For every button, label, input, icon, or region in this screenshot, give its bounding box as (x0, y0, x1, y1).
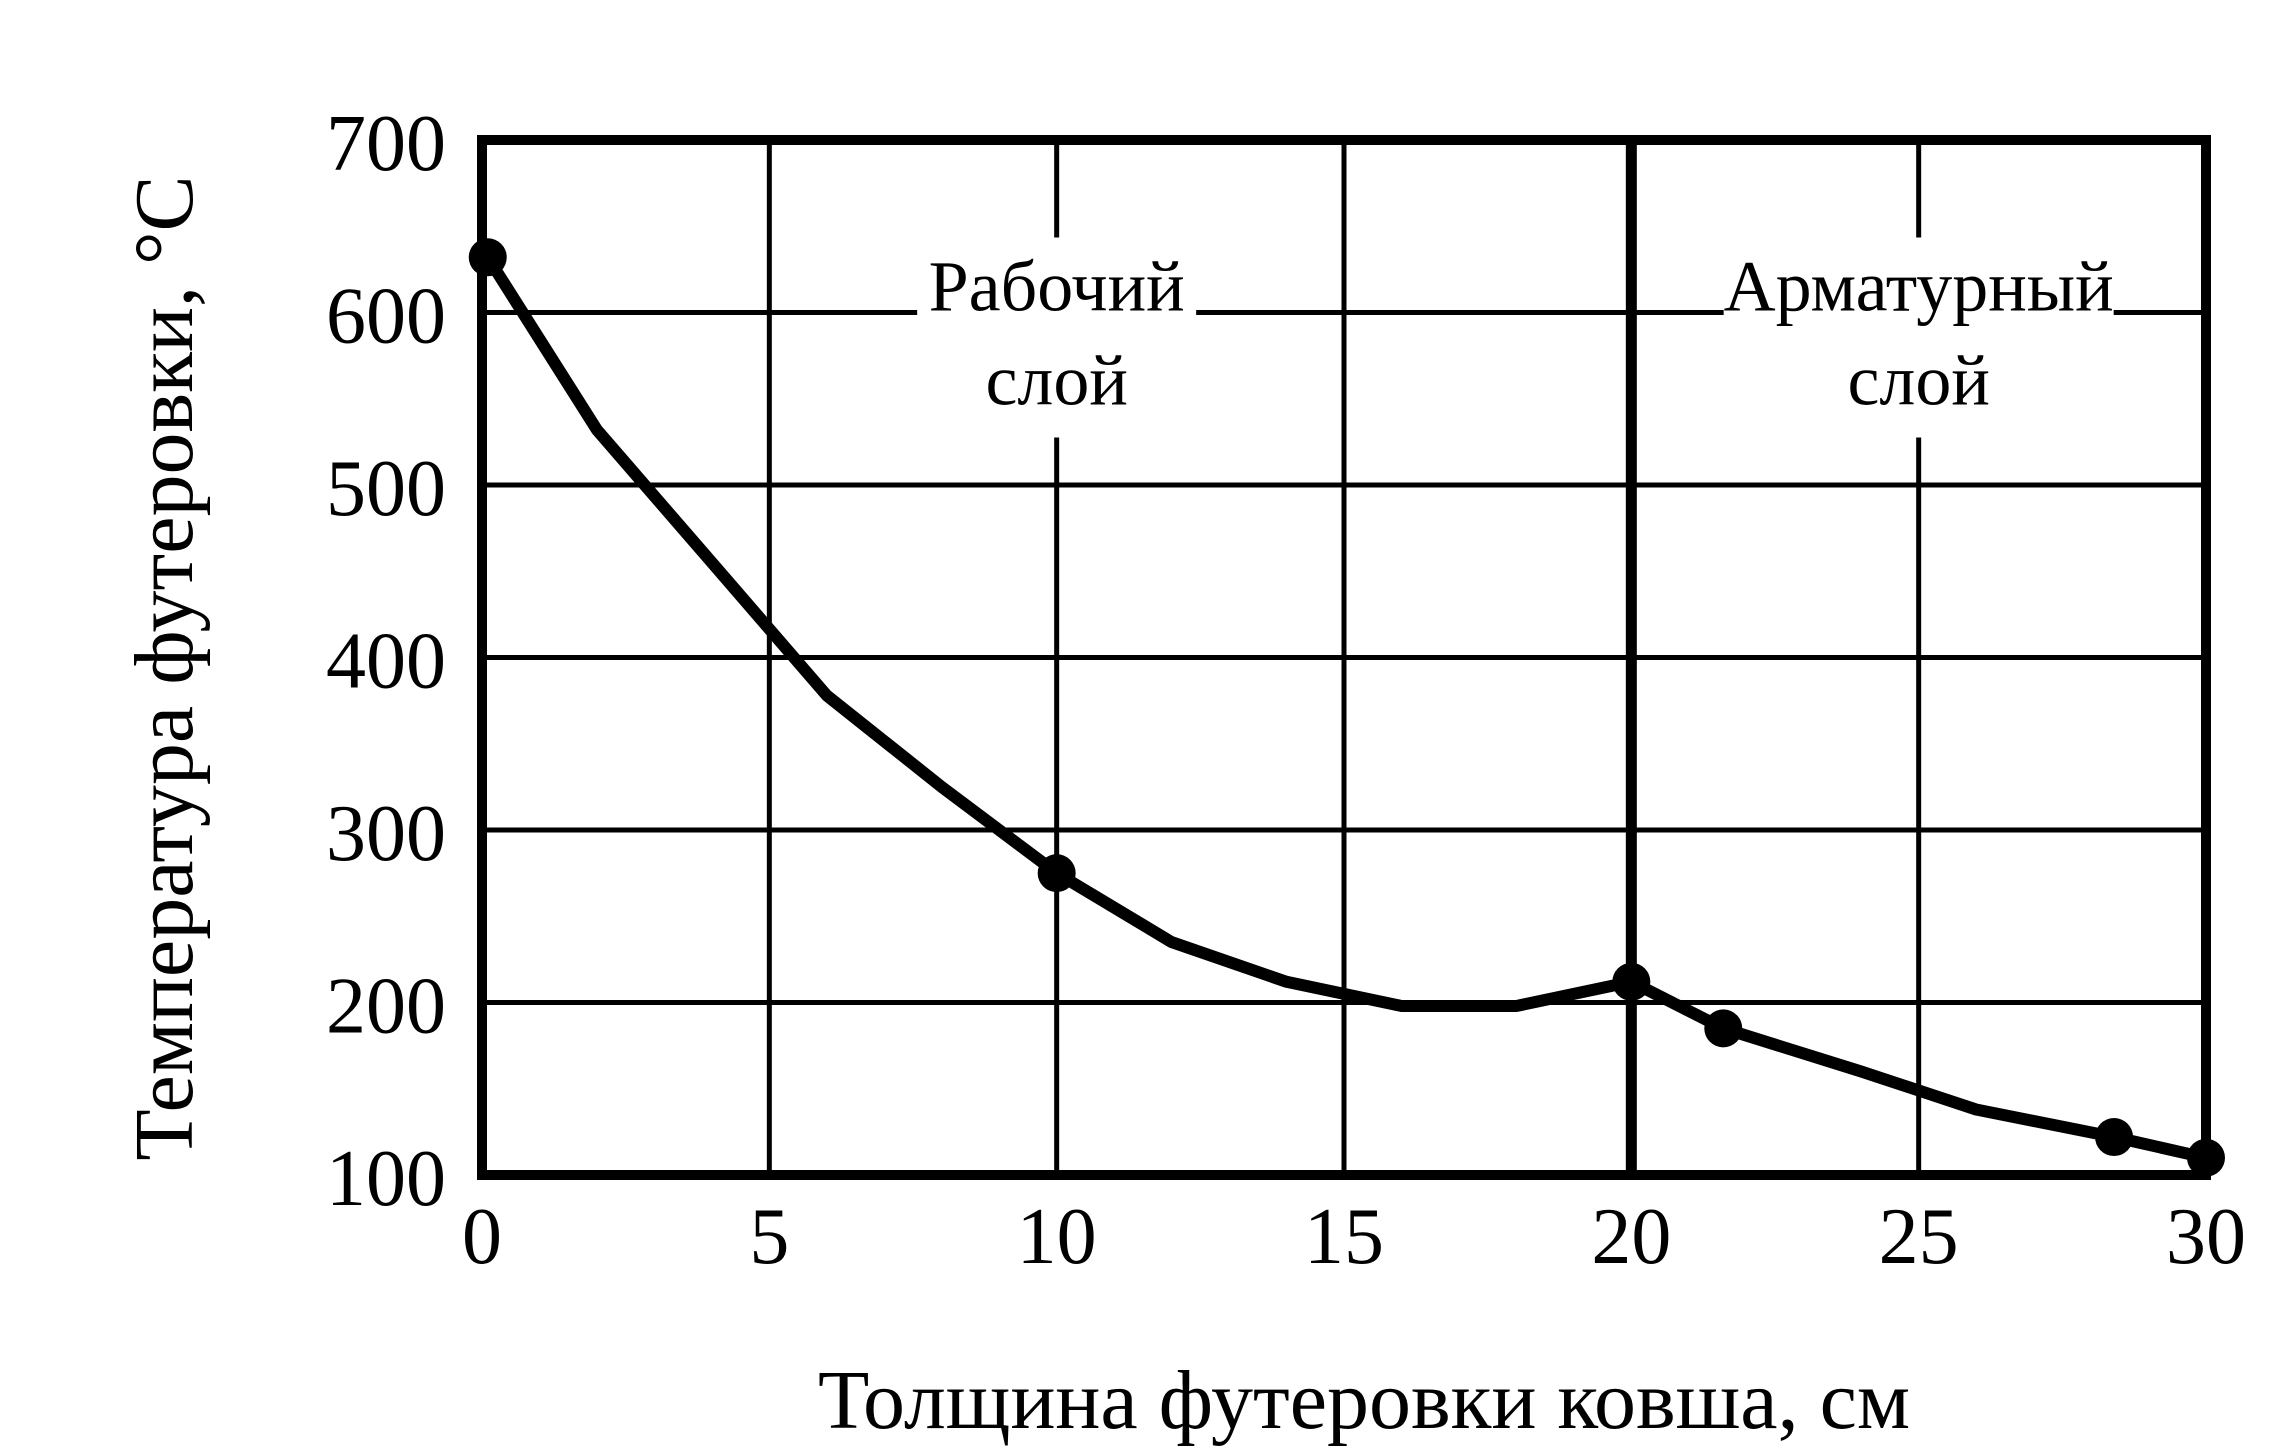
tick-labels: 0 5 10 15 20 25 30 100 200 300 400 500 600 700 (326, 100, 2246, 1281)
x-tick-label: 30 (2166, 1193, 2246, 1281)
series (468, 238, 2225, 1177)
series-line (481, 251, 2212, 1164)
data-point (2095, 1118, 2134, 1157)
x-axis-label: Толщина футеровки ковша, см (818, 1354, 1910, 1447)
region-label-background (1723, 237, 2114, 438)
x-tick-label: 20 (1591, 1193, 1671, 1281)
y-tick-label: 500 (326, 445, 446, 533)
data-point (1037, 854, 1076, 893)
data-point (1704, 1009, 1743, 1048)
x-tick-label: 25 (1879, 1193, 1959, 1281)
plot-frame-group (477, 135, 2211, 1180)
data-point (468, 238, 507, 277)
region-label-line2: слой (985, 341, 1127, 421)
region-label-background (917, 237, 1197, 438)
y-tick-label: 300 (326, 790, 446, 878)
y-tick-label: 100 (326, 1135, 446, 1223)
x-tick-label: 0 (462, 1193, 502, 1281)
region-label-line2: слой (1847, 341, 1989, 421)
y-tick-label: 400 (326, 618, 446, 706)
region-label-line1: Рабочий (929, 247, 1185, 327)
x-tick-label: 5 (749, 1193, 789, 1281)
x-tick-label: 15 (1304, 1193, 1384, 1281)
y-tick-label: 700 (326, 100, 446, 188)
data-point (1612, 962, 1651, 1001)
y-axis-label: Температура футеровки, °С (118, 175, 211, 1160)
region-label-line1: Арматурный (1724, 247, 2114, 327)
region-labels: Рабочий слой Арматурный слой (917, 237, 2114, 438)
x-tick-label: 10 (1017, 1193, 1097, 1281)
y-tick-label: 200 (326, 963, 446, 1051)
plot-frame (477, 135, 2211, 1180)
y-tick-label: 600 (326, 273, 446, 361)
